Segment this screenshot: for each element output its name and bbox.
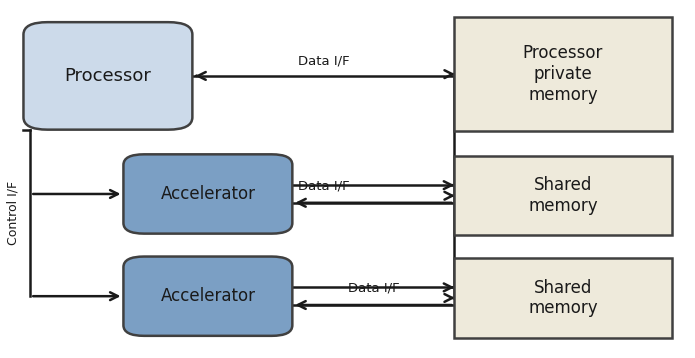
Bar: [455, 17, 671, 131]
Text: Shared
memory: Shared memory: [528, 176, 598, 215]
FancyBboxPatch shape: [24, 22, 193, 130]
Bar: [455, 258, 671, 338]
FancyBboxPatch shape: [124, 257, 293, 336]
Text: Data I/F: Data I/F: [297, 179, 349, 192]
Bar: [455, 156, 671, 236]
Text: Processor: Processor: [65, 67, 152, 85]
Text: Accelerator: Accelerator: [161, 287, 255, 305]
Text: Accelerator: Accelerator: [161, 185, 255, 203]
Text: Shared
memory: Shared memory: [528, 279, 598, 317]
Text: Data I/F: Data I/F: [297, 54, 349, 67]
Text: Control I/F: Control I/F: [7, 181, 19, 245]
FancyBboxPatch shape: [124, 154, 293, 234]
Text: Data I/F: Data I/F: [348, 281, 399, 294]
Text: Processor
private
memory: Processor private memory: [523, 44, 603, 104]
